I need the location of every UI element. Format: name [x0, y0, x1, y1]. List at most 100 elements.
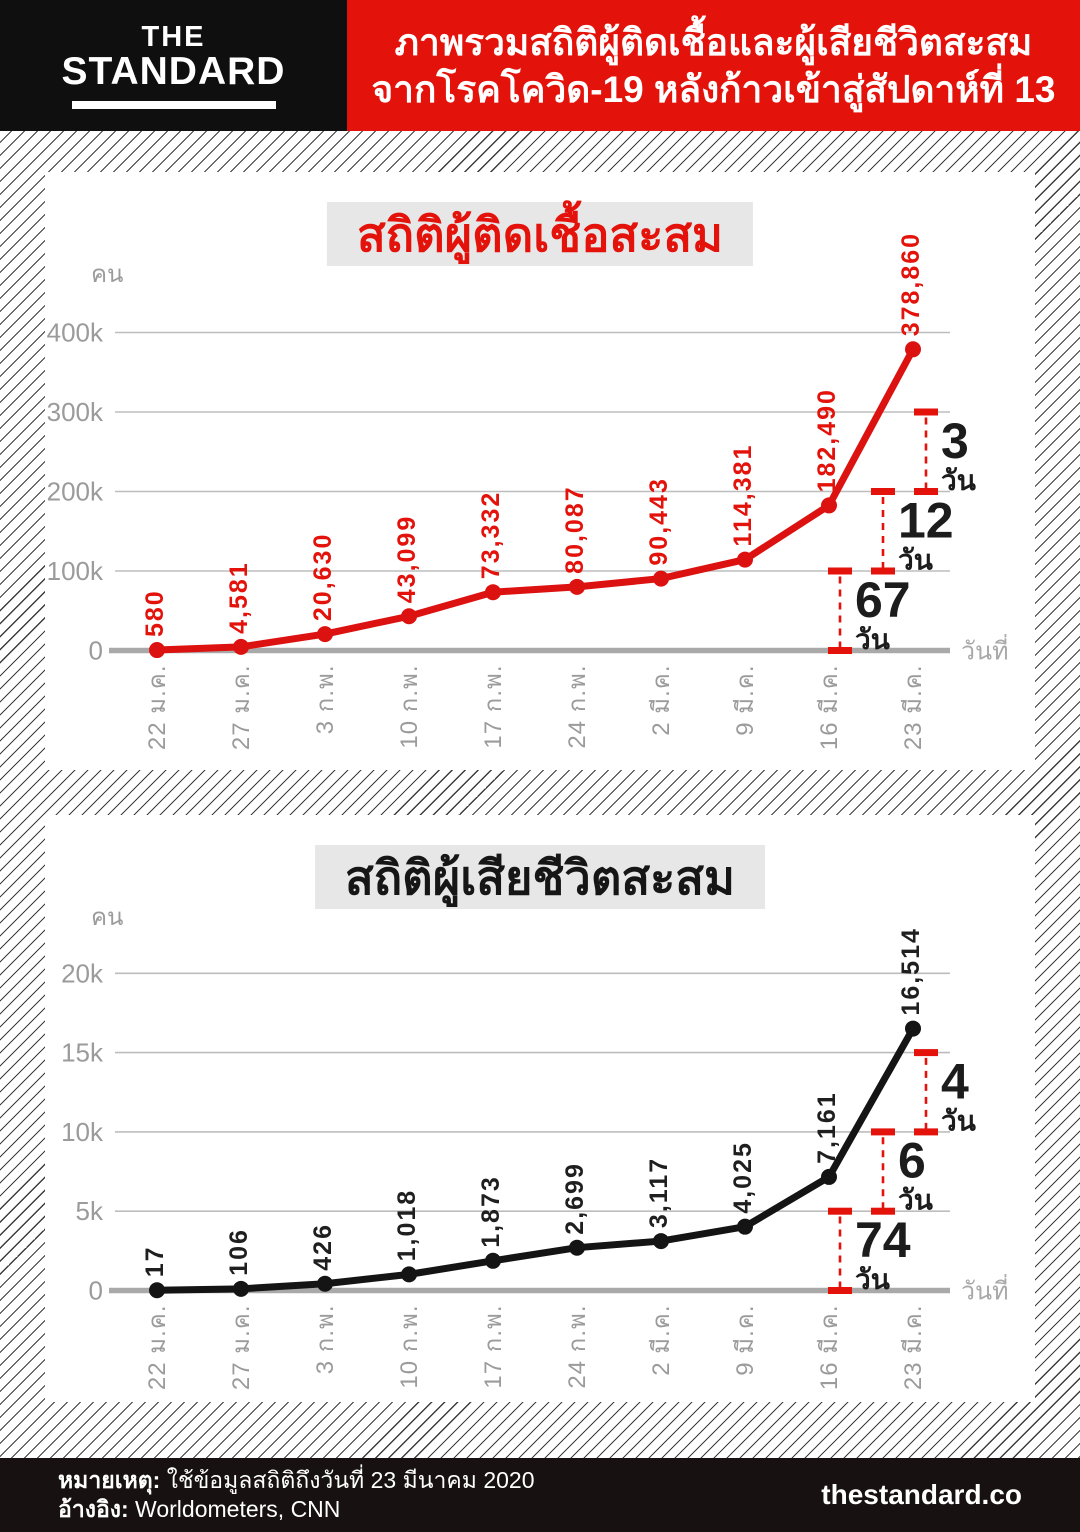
y-tick-label: 15k — [61, 1038, 104, 1068]
data-point — [317, 1275, 333, 1292]
x-tick-label: 22 ม.ค. — [144, 1305, 171, 1391]
data-point — [485, 1252, 501, 1269]
unit-label: คน — [91, 904, 123, 931]
y-tick-label: 0 — [89, 1276, 103, 1306]
y-tick-label: 400k — [47, 318, 104, 348]
y-tick-label: 300k — [47, 397, 104, 427]
data-point — [401, 608, 417, 625]
x-tick-label: 10 ก.พ. — [396, 1305, 423, 1389]
data-point — [905, 341, 921, 358]
annotation-unit: วัน — [898, 544, 933, 575]
x-tick-label: 23 มี.ค. — [900, 1305, 927, 1391]
y-tick-label: 0 — [89, 636, 103, 666]
footer-ref-line: อ้างอิง: Worldometers, CNN — [58, 1495, 535, 1524]
annotation-cap — [871, 1207, 895, 1215]
value-label: 90,443 — [645, 477, 673, 565]
x-tick-label: 2 มี.ค. — [648, 665, 675, 736]
value-label: 16,514 — [897, 927, 925, 1015]
value-label: 106 — [225, 1228, 253, 1276]
annotation-unit: วัน — [941, 465, 976, 496]
x-tick-label: 27 ม.ค. — [228, 665, 255, 751]
annotation-days: 67 — [855, 572, 911, 628]
data-point — [821, 1168, 837, 1185]
footer-ref-label: อ้างอิง: — [58, 1496, 129, 1522]
annotation-cap — [828, 647, 852, 654]
value-label: 2,699 — [561, 1162, 589, 1235]
value-label: 7,161 — [813, 1091, 841, 1164]
annotation-days: 4 — [941, 1053, 969, 1109]
value-label: 17 — [141, 1245, 169, 1277]
y-tick-label: 5k — [76, 1196, 104, 1226]
logo-underline — [71, 101, 276, 109]
annotation-cap — [828, 1287, 852, 1294]
x-tick-label: 17 ก.พ. — [480, 665, 507, 749]
footer-note-label: หมายเหตุ: — [58, 1467, 161, 1493]
annotation-unit: วัน — [941, 1105, 976, 1136]
annotation-cap — [914, 488, 938, 495]
data-point — [569, 1239, 585, 1256]
x-axis-label: วันที่ — [961, 1274, 1009, 1306]
data-point — [317, 626, 333, 643]
data-point — [653, 570, 669, 587]
value-label: 4,581 — [225, 561, 253, 634]
x-tick-label: 24 ก.พ. — [564, 665, 591, 749]
x-tick-label: 17 ก.พ. — [480, 1305, 507, 1389]
x-tick-label: 27 ม.ค. — [228, 1305, 255, 1391]
series-line — [156, 1026, 917, 1294]
data-point — [233, 1280, 249, 1297]
value-label: 43,099 — [393, 515, 421, 603]
the-standard-logo: THE STANDARD — [0, 0, 347, 131]
data-point — [737, 1218, 753, 1235]
x-tick-label: 16 มี.ค. — [816, 665, 843, 751]
x-tick-label: 23 มี.ค. — [900, 665, 927, 751]
unit-label: คน — [91, 261, 123, 288]
annotation-cap — [871, 1128, 895, 1136]
annotation-cap — [871, 567, 895, 575]
annotation-unit: วัน — [855, 1264, 890, 1295]
deaths-chart-title: สถิติผู้เสียชีวิตสะสม — [315, 845, 765, 909]
value-label: 3,117 — [645, 1157, 673, 1228]
value-label: 80,087 — [561, 485, 589, 573]
header-title-line1: ภาพรวมสถิติผู้ติดเชื้อและผู้เสียชีวิตสะส… — [394, 21, 1033, 63]
data-point — [401, 1266, 417, 1283]
footer: หมายเหตุ: ใช้ข้อมูลสถิติถึงวันที่ 23 มีน… — [0, 1458, 1080, 1532]
x-tick-label: 22 ม.ค. — [144, 665, 171, 751]
x-axis-label: วันที่ — [961, 634, 1009, 666]
data-point — [653, 1233, 669, 1250]
value-label: 378,860 — [897, 232, 925, 336]
value-label: 114,381 — [729, 444, 757, 547]
footer-note-text: ใช้ข้อมูลสถิติถึงวันที่ 23 มีนาคม 2020 — [160, 1467, 535, 1493]
header-title-box: ภาพรวมสถิติผู้ติดเชื้อและผู้เสียชีวิตสะส… — [347, 0, 1080, 131]
value-label: 182,490 — [813, 388, 841, 492]
y-tick-label: 200k — [47, 477, 104, 507]
data-point — [737, 551, 753, 568]
value-label: 1,873 — [477, 1175, 505, 1248]
x-tick-label: 9 มี.ค. — [732, 665, 759, 736]
x-tick-label: 3 ก.พ. — [312, 1305, 339, 1375]
value-label: 580 — [141, 589, 169, 637]
y-tick-label: 20k — [61, 958, 104, 988]
x-tick-label: 9 มี.ค. — [732, 1305, 759, 1376]
value-label: 426 — [309, 1223, 337, 1271]
annotation-cap — [828, 1207, 852, 1215]
x-tick-label: 3 ก.พ. — [312, 665, 339, 735]
data-point — [569, 578, 585, 595]
header: THE STANDARD ภาพรวมสถิติผู้ติดเชื้อและผู… — [0, 0, 1080, 131]
y-tick-label: 100k — [47, 556, 104, 586]
infections-chart-title: สถิติผู้ติดเชื้อสะสม — [326, 202, 754, 266]
logo-line-standard: STANDARD — [61, 50, 286, 93]
logo-line-the: THE — [141, 21, 206, 53]
y-tick-label: 10k — [61, 1117, 104, 1147]
value-label: 73,332 — [477, 491, 505, 579]
annotation-cap — [914, 1049, 938, 1057]
data-point — [485, 584, 501, 601]
annotation-cap — [914, 408, 938, 416]
deaths-panel: คน 0 5k 10k 15k 20k วันที่ 22 ม.ค. 27 ม.ค. 3 ก.พ.… — [45, 815, 1035, 1402]
data-point — [233, 638, 249, 655]
data-point — [149, 1282, 165, 1299]
annotation-unit: วัน — [898, 1185, 933, 1216]
value-label: 4,025 — [729, 1141, 757, 1214]
x-tick-label: 16 มี.ค. — [816, 1305, 843, 1391]
annotation-days: 74 — [855, 1212, 911, 1268]
